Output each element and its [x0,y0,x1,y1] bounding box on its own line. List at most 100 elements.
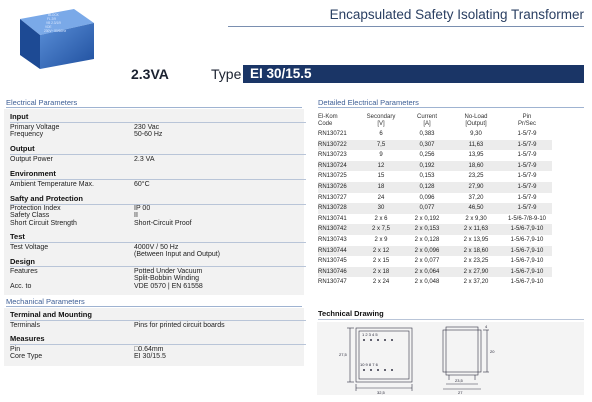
table-cell: 1-5/7-9 [502,181,552,193]
type-bar [243,65,584,83]
product-label-line: FL 2/9 [47,17,56,21]
column-header: Secondary [V] [358,112,404,129]
table-cell: 1-5/7-9 [517,152,537,159]
param-label: Features [10,268,38,275]
table-row: RN130727 24 0,096 37,20 1-5/7-9 [318,193,552,204]
table-cell: 15 [377,173,385,180]
table-cell: 46,50 [450,203,502,214]
table-cell: 30 [358,203,404,214]
table-cell: 2 x 6 [374,215,388,222]
section-divider [318,319,584,320]
detailed-parameters-heading: Detailed Electrical Parameters [318,98,419,107]
table-cell: RN130728 [318,203,358,214]
group-divider [10,179,306,180]
detailed-parameters-table: El-Kom Code Secondary [V] Current [A] No-Lo… [318,112,552,288]
mechanical-parameters-panel: Terminal and Mounting Terminals Pins for… [4,308,306,366]
column-header-line: Current [416,113,437,120]
group-divider [10,242,306,243]
table-cell: 0,192 [404,160,450,172]
table-row: RN130723 9 0,256 13,95 1-5/7-9 [318,150,552,161]
table-cell: 27,90 [450,181,502,193]
column-header-line: El-Kom [318,113,338,120]
table-cell: 2 x 18 [358,266,404,278]
table-cell: 1-5/7-9 [517,173,537,180]
table-cell: 2 x 0,064 [404,266,450,278]
group-divider [10,344,306,345]
product-label-line: VDE [45,25,52,29]
column-header-line: [V] [377,120,385,127]
table-cell: RN130724 [318,160,358,172]
param-value: (Between Input and Output) [134,251,220,258]
title-divider [228,26,584,27]
section-divider [6,306,302,307]
param-label: Short Circuit Strength [10,220,77,227]
table-cell: 18 [358,181,404,193]
pin-numbers-top: 1 2 3 4 5 [362,332,378,337]
param-value: II [134,212,138,219]
table-cell: RN130723 [318,152,347,159]
group-divider [10,320,306,321]
param-value: Split-Bobbin Winding [134,275,199,282]
table-row: RN130728 30 0,077 46,50 1-5/7-9 [318,203,552,214]
param-label: Frequency [10,131,44,138]
product-label-line: VB 2.3/1/9 [46,21,61,25]
table-cell: 1-5/7-9 [502,139,552,151]
param-label: Ambient Temperature Max. [10,181,94,188]
table-row: RN130721 6 0,383 9,30 1-5/7-9 [318,129,552,140]
param-value: VDE 0570 | EN 61558 [134,283,203,290]
param-label: Pin [10,346,21,353]
group-heading-input: Input [10,112,29,121]
table-cell: 1-5/7-9 [517,131,537,137]
param-value: 4000V / 50 Hz [134,244,179,251]
dimension-height: 27,5 [339,352,348,357]
table-cell: 9 [379,152,383,159]
electrical-parameters-heading: Electrical Parameters [6,98,78,107]
column-header-line: Pin [522,113,532,120]
table-cell: RN130747 [318,279,347,286]
table-cell: RN130743 [318,236,347,243]
table-cell: 24 [377,194,385,201]
dimension-pin: 4 [485,324,488,329]
table-cell: 1-5/7-9 [502,203,552,214]
section-divider [6,107,302,108]
pin-numbers-bottom: 10 9 8 7 6 [360,362,379,367]
table-cell: 2 x 18,60 [450,245,502,257]
table-cell: 0,128 [404,181,450,193]
table-row: RN130747 2 x 24 2 x 0,048 2 x 37,20 1-5/6-7,… [318,277,552,288]
param-value: 230 Vac [134,124,160,131]
table-cell: 1-5/7-9 [502,160,552,172]
column-header-line: [Output] [465,120,487,127]
technical-drawing: 1 2 3 4 5 10 9 8 7 6 27,5 32,5 23,5 27 2… [339,324,495,395]
type-value: EI 30/15.5 [250,66,312,81]
table-cell: 0,096 [419,194,435,201]
table-cell: 2 x 37,20 [463,279,489,286]
column-header-line: No-Load [464,113,488,120]
table-row: RN130746 2 x 18 2 x 0,064 2 x 27,90 1-5/6-7,… [318,266,552,278]
table-cell: RN130725 [318,173,347,180]
table-cell: 12 [358,160,404,172]
table-cell: 1-5/6-7,9-10 [510,279,544,286]
table-cell: RN130721 [318,131,347,137]
table-body: RN130721 6 0,383 9,30 1-5/7-9 RN130722 7,5 0,30… [318,129,552,288]
table-cell: 2 x 13,95 [463,236,489,243]
power-rating: 2.3VA [131,66,169,82]
table-cell: 1-5/6-7,9-10 [510,258,544,265]
table-row: RN130742 2 x 7,5 2 x 0,153 2 x 11,63 1-5/6-7… [318,224,552,235]
param-value: 50-60 Hz [134,131,163,138]
param-label: Output Power [10,156,53,163]
table-cell: 2 x 7,5 [358,224,404,235]
transformer-product-image: BLOCK FL 2/9 VB 2.3/1/9 VDE 230V~ 50/60H… [10,5,98,73]
dimension-side-height: 20 [490,349,495,354]
table-cell: 1-5/6-7,9-10 [502,224,552,235]
table-cell: 2 x 24 [372,279,390,286]
table-cell: RN130742 [318,224,358,235]
table-row: RN130745 2 x 15 2 x 0,077 2 x 23,25 1-5/6-7,… [318,256,552,267]
param-value: 2.3 VA [134,156,155,163]
mechanical-parameters-heading: Mechanical Parameters [6,297,85,306]
group-divider [10,122,306,123]
column-header-line: Secondary [366,113,396,120]
table-cell: 18,60 [450,160,502,172]
table-cell: 2 x 0,048 [414,279,440,286]
group-heading-terminal: Terminal and Mounting [10,310,92,319]
table-cell: 9,30 [470,131,482,137]
